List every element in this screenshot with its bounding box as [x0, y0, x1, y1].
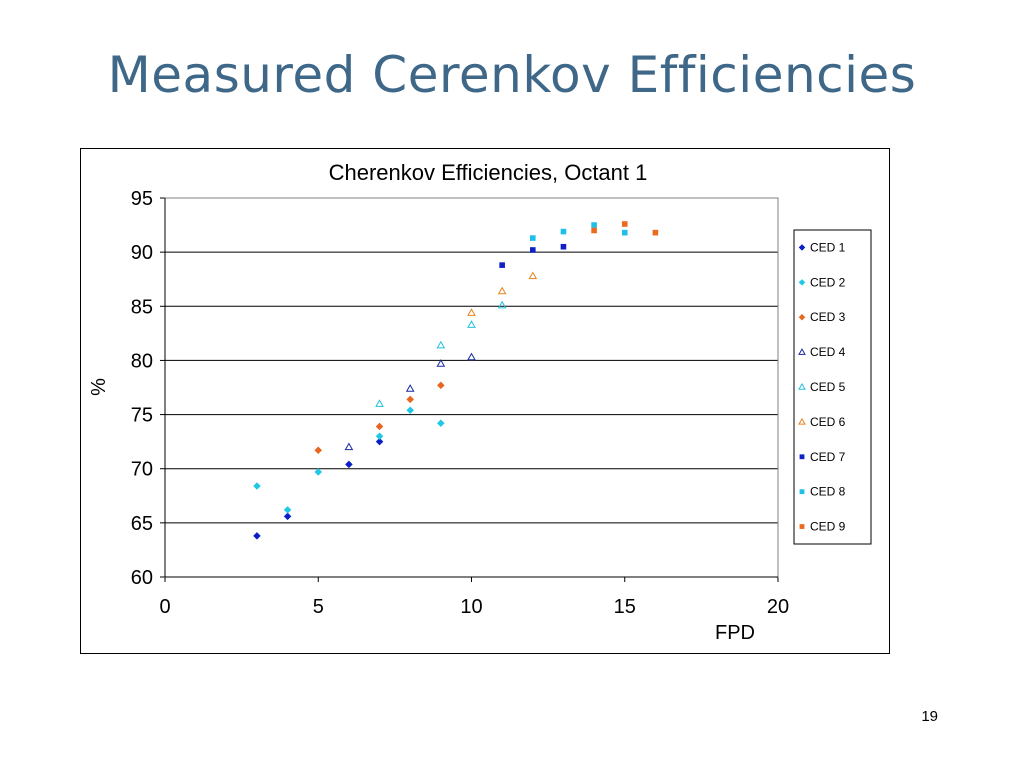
legend-marker — [798, 417, 806, 425]
data-point — [621, 229, 628, 236]
chart-title: Cherenkov Efficiencies, Octant 1 — [329, 160, 648, 185]
series-3 — [314, 381, 445, 455]
data-point — [621, 221, 628, 227]
data-point — [406, 395, 415, 404]
legend-entry: CED 4 — [810, 345, 846, 359]
legend-marker — [799, 489, 805, 495]
series-8 — [530, 222, 628, 241]
data-point — [497, 300, 507, 309]
data-point — [560, 228, 567, 235]
x-tick-label: 0 — [159, 596, 170, 618]
data-point — [467, 320, 476, 328]
plot-area-border — [164, 197, 779, 578]
data-point — [530, 247, 536, 253]
data-point — [375, 399, 384, 407]
legend-marker — [798, 348, 806, 355]
series-7 — [499, 243, 567, 268]
y-tick-label: 95 — [131, 188, 153, 210]
y-tick-label: 85 — [131, 296, 153, 318]
series-4 — [344, 352, 476, 451]
legend-marker — [798, 278, 806, 286]
slide-title: Measured Cerenkov Efficiencies — [107, 46, 917, 104]
data-point — [528, 271, 538, 280]
data-point — [283, 506, 292, 514]
data-point — [467, 308, 476, 316]
legend-marker — [799, 454, 805, 460]
data-point — [530, 235, 536, 241]
data-point — [253, 482, 261, 490]
data-point — [436, 419, 445, 428]
data-point — [499, 262, 505, 268]
y-tick-label: 65 — [131, 513, 153, 535]
legend-entry: CED 7 — [810, 450, 846, 464]
data-point — [591, 222, 597, 228]
data-point — [436, 340, 446, 349]
data-point — [405, 384, 415, 392]
axes — [160, 197, 779, 582]
y-tick-label: 60 — [131, 567, 153, 589]
data-point — [406, 406, 415, 415]
data-point — [314, 468, 323, 476]
data-points — [253, 221, 659, 540]
slide-number: 19 — [921, 708, 938, 725]
data-point — [375, 432, 384, 441]
legend: CED 1 CED 2 CED 3 CED 4 CED 5 CED 6 CED 7 CED 8… — [793, 229, 872, 545]
data-point — [591, 227, 597, 234]
y-axis-label: % — [88, 378, 110, 396]
legend-entry: CED 5 — [810, 380, 846, 394]
legend-marker — [799, 524, 805, 529]
series-9 — [591, 221, 659, 236]
x-tick-label: 15 — [614, 596, 636, 618]
legend-entry: CED 3 — [810, 310, 846, 324]
legend-marker — [798, 313, 806, 321]
gridlines — [165, 197, 778, 524]
y-tick-label: 75 — [131, 405, 153, 427]
legend-entry: CED 8 — [810, 485, 846, 499]
series-6 — [467, 271, 538, 316]
legend-entry: CED 6 — [810, 415, 846, 429]
legend-entry: CED 9 — [810, 520, 846, 534]
series-2 — [253, 406, 445, 514]
data-point — [253, 531, 261, 540]
x-tick-label: 5 — [313, 596, 324, 618]
scatter-chart: Cherenkov Efficiencies, Octant 1 60 65 70 7… — [88, 160, 872, 644]
y-tick-labels: 60 65 70 75 80 85 90 95 — [131, 188, 153, 589]
data-point — [345, 460, 353, 469]
legend-box — [793, 229, 872, 545]
chart-frame: Cherenkov Efficiencies, Octant 1 60 65 70 7… — [80, 148, 890, 654]
data-point — [467, 352, 476, 361]
y-tick-label: 90 — [131, 242, 153, 264]
data-point — [375, 422, 384, 431]
x-tick-label: 10 — [460, 596, 482, 618]
data-point — [314, 446, 323, 455]
y-tick-label: 80 — [131, 350, 153, 372]
data-point — [652, 229, 659, 236]
legend-marker — [798, 244, 806, 251]
legend-entry: CED 1 — [810, 240, 846, 254]
series-5 — [375, 300, 507, 407]
x-tick-labels: 0 5 10 15 20 — [159, 596, 789, 618]
data-point — [497, 286, 507, 295]
data-point — [436, 381, 445, 390]
data-point — [436, 359, 446, 367]
x-axis-label: FPD — [715, 622, 755, 644]
y-tick-label: 70 — [131, 459, 153, 481]
legend-entry: CED 2 — [810, 275, 846, 289]
data-point — [283, 512, 292, 521]
series-1 — [253, 437, 384, 540]
data-point — [375, 437, 384, 446]
data-point — [560, 243, 567, 250]
x-tick-label: 20 — [767, 596, 789, 618]
data-point — [344, 442, 354, 451]
legend-marker — [798, 382, 806, 390]
